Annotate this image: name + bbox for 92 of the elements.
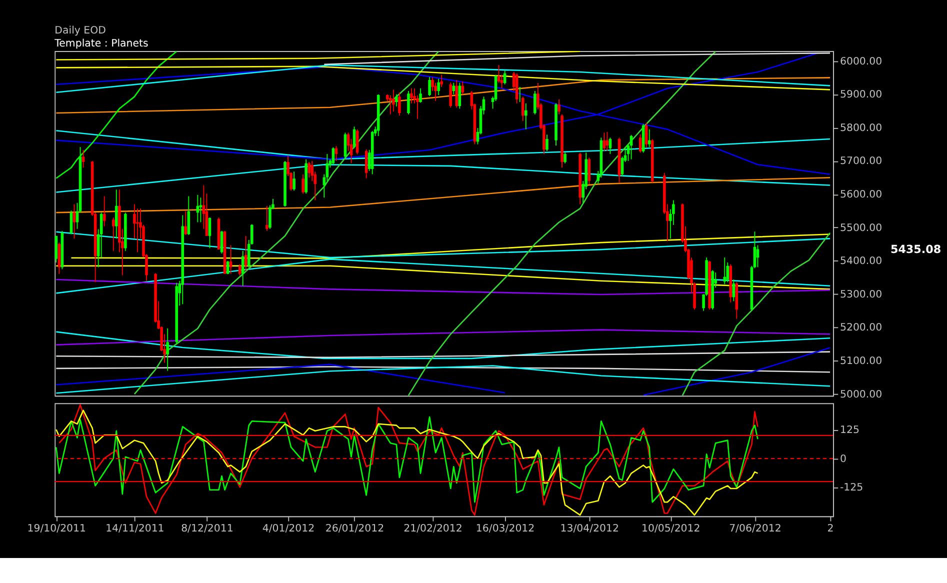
- candlestick: [449, 82, 452, 108]
- candlestick: [410, 88, 413, 104]
- chart-title: Daily EOD: [54, 25, 106, 36]
- candlestick: [356, 128, 359, 155]
- x-tick-label: 19/10/2011: [27, 524, 86, 534]
- chart-subtitle: Template : Planets: [54, 38, 148, 50]
- candlestick: [302, 174, 304, 194]
- candlestick: [241, 250, 244, 287]
- x-tick-label: 14/11/2011: [106, 524, 164, 534]
- candlestick: [112, 217, 115, 252]
- candlestick: [461, 80, 464, 95]
- candlestick: [70, 210, 73, 235]
- candlestick: [226, 260, 230, 275]
- x-tick-label: 10/05/2012: [642, 524, 700, 534]
- candlestick: [602, 132, 606, 152]
- line-series: [56, 130, 831, 160]
- candlestick: [644, 122, 648, 148]
- candlestick: [428, 76, 431, 96]
- y-tick-label: 5900.00: [840, 90, 882, 101]
- y-tick-label: 5700.00: [840, 156, 882, 168]
- candlestick: [102, 196, 106, 227]
- y-tick-label: 5200.00: [840, 322, 882, 334]
- candlestick: [54, 235, 58, 263]
- candlestick: [244, 235, 248, 272]
- y-tick-label: 0: [840, 454, 846, 465]
- candlestick: [364, 148, 368, 179]
- line-series: [56, 416, 758, 503]
- x-tick-label: 26/01/2012: [325, 524, 384, 534]
- text: 5435.08: [890, 242, 942, 256]
- candlestick: [184, 210, 188, 236]
- candlestick: [524, 102, 528, 130]
- line-series: [682, 232, 831, 396]
- y-tick-label: 5000.00: [840, 389, 882, 400]
- y-tick-label: 125: [840, 424, 860, 436]
- x-tick-label: 7/06/2012: [729, 524, 782, 534]
- y-tick-label: 5100.00: [840, 356, 882, 368]
- line-series: [56, 331, 831, 360]
- candlestick: [534, 90, 536, 115]
- x-tick-label: 4/01/2012: [262, 524, 315, 534]
- line-series: [56, 164, 831, 193]
- candlestick: [756, 244, 760, 268]
- y-tick-label: 5800.00: [840, 122, 882, 134]
- candlestick: [437, 78, 440, 96]
- candlestick: [136, 208, 139, 253]
- candlestick: [395, 94, 398, 107]
- line-series: [134, 51, 440, 395]
- candlestick: [558, 98, 560, 115]
- x-tick-label: 8/12/2011: [181, 524, 234, 534]
- y-tick-label: 5400.00: [840, 256, 882, 268]
- y-tick-label: 5600.00: [840, 190, 882, 201]
- candlestick: [723, 257, 726, 285]
- candlestick: [522, 96, 524, 122]
- candlestick: [398, 92, 401, 116]
- candlestick: [407, 90, 410, 115]
- candlestick: [187, 196, 190, 236]
- candlestick: [608, 137, 612, 154]
- x-tick-label: 2: [827, 524, 834, 534]
- candlestick: [564, 152, 566, 164]
- line-series: [408, 51, 716, 396]
- candlestick: [648, 128, 651, 148]
- candlestick: [82, 150, 85, 168]
- line-series: [56, 77, 831, 114]
- y-tick-label: 5300.00: [840, 289, 882, 300]
- candlestick: [518, 86, 522, 102]
- candlestick: [392, 89, 395, 112]
- candlestick: [308, 161, 310, 178]
- line-series: [56, 176, 831, 214]
- x-tick-label: 21/02/2012: [404, 524, 462, 534]
- y-tick-label: 6000.00: [840, 56, 882, 68]
- candlestick: [440, 74, 443, 88]
- candlestick: [115, 189, 118, 240]
- line-series: [56, 365, 831, 394]
- x-tick-label: 16/03/2012: [476, 524, 535, 534]
- candlestick: [208, 217, 212, 249]
- candlestick: [419, 88, 422, 104]
- candlestick: [638, 134, 642, 154]
- candlestick: [332, 146, 335, 165]
- candlestick: [292, 171, 296, 192]
- candlestick: [546, 134, 548, 152]
- line-series: [56, 278, 831, 296]
- x-tick-label: 13/04/2012: [560, 524, 619, 534]
- y-tick-label: -125: [840, 482, 864, 494]
- line-series: [56, 329, 831, 346]
- candlestick: [166, 328, 169, 372]
- candlestick: [458, 82, 462, 110]
- y-tick-label: 5500.00: [840, 222, 882, 234]
- candlestick: [266, 205, 268, 232]
- candlestick: [588, 157, 591, 185]
- candlestick: [199, 197, 202, 223]
- candlestick: [238, 264, 242, 276]
- candlestick: [452, 82, 456, 95]
- candlestick: [455, 80, 458, 108]
